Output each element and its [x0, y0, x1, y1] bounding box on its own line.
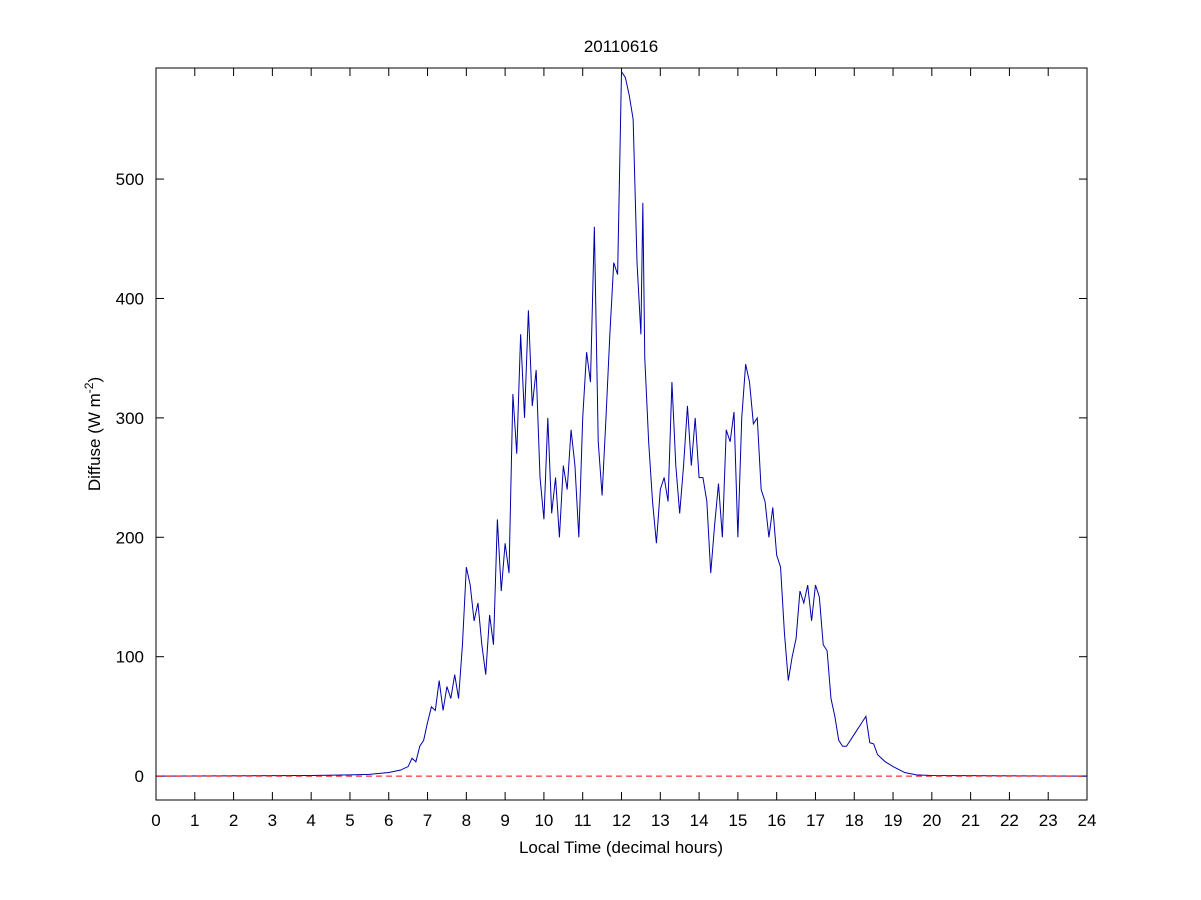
- y-axis-label: Diffuse (W m-2): [82, 377, 104, 491]
- x-tick-label: 9: [500, 811, 509, 830]
- x-tick-label: 21: [961, 811, 980, 830]
- y-tick-label: 100: [116, 648, 144, 667]
- x-tick-label: 7: [423, 811, 432, 830]
- x-tick-label: 4: [306, 811, 315, 830]
- x-tick-label: 11: [574, 811, 592, 830]
- x-tick-label: 8: [462, 811, 471, 830]
- y-tick-label: 0: [135, 767, 144, 786]
- x-tick-label: 12: [612, 811, 631, 830]
- x-tick-label: 20: [922, 811, 941, 830]
- y-tick-label: 200: [116, 528, 144, 547]
- x-tick-label: 3: [268, 811, 277, 830]
- x-tick-label: 18: [845, 811, 864, 830]
- x-tick-label: 2: [229, 811, 238, 830]
- x-tick-label: 1: [190, 811, 199, 830]
- x-tick-label: 19: [884, 811, 903, 830]
- x-tick-label: 23: [1039, 811, 1058, 830]
- x-tick-label: 6: [384, 811, 393, 830]
- y-tick-label: 400: [116, 289, 144, 308]
- x-tick-label: 22: [1000, 811, 1019, 830]
- x-tick-label: 10: [534, 811, 553, 830]
- x-tick-label: 13: [651, 811, 670, 830]
- x-tick-label: 17: [806, 811, 825, 830]
- x-tick-label: 24: [1078, 811, 1097, 830]
- y-tick-label: 300: [116, 409, 144, 428]
- x-tick-label: 5: [345, 811, 354, 830]
- x-tick-label: 0: [151, 811, 160, 830]
- y-tick-label: 500: [116, 170, 144, 189]
- y-label-sup: -2: [82, 382, 96, 393]
- x-tick-label: 15: [728, 811, 747, 830]
- chart-title: 20110616: [584, 37, 658, 56]
- data-line: [155, 69, 1088, 777]
- y-label-text: Diffuse (W m: [85, 393, 104, 491]
- y-label-suffix: ): [85, 377, 104, 383]
- plot-frame: [155, 67, 1088, 801]
- x-tick-label: 14: [690, 811, 709, 830]
- x-axis-label: Local Time (decimal hours): [519, 838, 723, 857]
- x-tick-label: 16: [767, 811, 786, 830]
